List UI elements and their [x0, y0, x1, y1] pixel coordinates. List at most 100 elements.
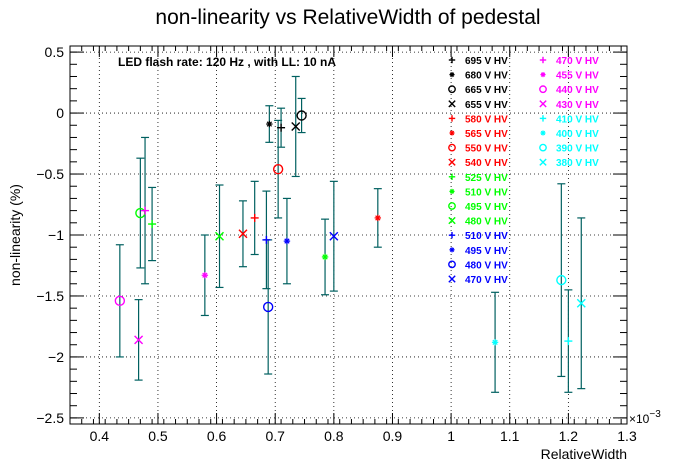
legend-item: 470 V HV — [448, 275, 508, 286]
chart-title: non-linearity vs RelativeWidth of pedest… — [155, 6, 540, 29]
legend-label: 440 V HV — [556, 85, 599, 96]
data-point — [283, 237, 291, 245]
x-axis-multiplier-base: ×10 — [629, 412, 650, 426]
data-point — [114, 295, 126, 307]
data-point — [134, 335, 144, 345]
x-tick-label: 1.1 — [500, 428, 520, 444]
legend-item: 540 V HV — [448, 158, 508, 169]
legend: 695 V HV 680 V HV 665 V HV 655 V HV 580 V HV… — [448, 56, 599, 286]
y-tick-label: −2 — [48, 349, 64, 365]
legend-label: 580 V HV — [465, 114, 508, 125]
error-bar — [274, 119, 283, 219]
legend-label: 495 V HV — [465, 202, 508, 213]
y-tick-label: −1.5 — [36, 288, 64, 304]
data-point — [141, 206, 150, 215]
data-point — [277, 123, 286, 132]
x-tick-label: 0.7 — [265, 428, 285, 444]
legend-item: 525 V HV — [448, 173, 508, 184]
legend-item: 380 V HV — [539, 158, 599, 169]
legend-label: 470 V HV — [556, 56, 599, 67]
data-point — [148, 220, 157, 229]
y-tick-label: 0 — [56, 105, 64, 121]
legend-label: 525 V HV — [465, 173, 508, 184]
legend-label: 680 V HV — [465, 71, 508, 82]
axes: 0.4 0.5 0.6 0.7 0.8 0.9 1 1.1 1.2 1.3 0.5 0 −0.5 −1 −1… — [36, 44, 637, 444]
data-point — [272, 163, 284, 175]
x-tick-label: 1.3 — [617, 428, 637, 444]
data-point — [564, 337, 573, 346]
y-tick-label: −1 — [48, 227, 64, 243]
data-point — [266, 120, 273, 128]
legend-item: 510 V HV — [449, 187, 508, 198]
legend-item: 680 V HV — [449, 71, 508, 82]
annotation-text: LED flash rate: 120 Hz , with LL: 10 nA — [118, 55, 336, 69]
x-axis-title: RelativeWidth — [541, 446, 627, 462]
x-tick-label: 1.2 — [559, 428, 579, 444]
data-point — [576, 298, 586, 308]
data-point — [491, 339, 499, 346]
x-tick-label: 0.6 — [207, 428, 227, 444]
error-bar — [557, 183, 566, 378]
legend-label: 550 V HV — [465, 144, 508, 155]
legend-item: 480 V HV — [448, 260, 508, 271]
x-axis-multiplier: ×10−3 — [629, 409, 661, 426]
legend-item: 440 V HV — [539, 85, 599, 96]
legend-label: 540 V HV — [465, 158, 508, 169]
legend-item: 495 V HV — [448, 202, 508, 213]
legend-item: 580 V HV — [448, 114, 508, 125]
data-markers — [114, 110, 586, 346]
x-tick-label: 0.8 — [324, 428, 344, 444]
legend-item: 655 V HV — [448, 100, 508, 111]
legend-item: 455 V HV — [540, 71, 599, 82]
legend-label: 455 V HV — [556, 71, 599, 82]
legend-label: 565 V HV — [465, 129, 508, 140]
legend-label: 400 V HV — [556, 129, 599, 140]
legend-item: 665 V HV — [448, 85, 508, 96]
error-bar — [115, 244, 124, 358]
legend-label: 480 V HV — [465, 260, 508, 271]
legend-label: 510 V HV — [465, 187, 508, 198]
legend-item: 695 V HV — [448, 56, 508, 67]
legend-label: 390 V HV — [556, 144, 599, 155]
legend-item: 565 V HV — [449, 129, 508, 140]
y-tick-label: −0.5 — [36, 166, 64, 182]
data-point — [262, 235, 271, 244]
data-point — [556, 274, 567, 286]
legend-item: 400 V HV — [540, 129, 599, 140]
legend-label: 695 V HV — [465, 56, 508, 67]
x-tick-label: 0.4 — [90, 428, 110, 444]
legend-item: 510 V HV — [448, 231, 508, 242]
y-axis-title: non-linearity (%) — [7, 184, 23, 286]
data-point — [374, 214, 382, 222]
legend-item: 430 V HV — [539, 100, 599, 111]
legend-label: 495 V HV — [465, 246, 508, 257]
legend-label: 665 V HV — [465, 85, 508, 96]
legend-item: 550 V HV — [448, 144, 508, 155]
legend-label: 410 V HV — [556, 114, 599, 125]
legend-label: 430 V HV — [556, 100, 599, 111]
x-tick-label: 0.5 — [148, 428, 168, 444]
x-axis-multiplier-exponent: −3 — [649, 409, 661, 420]
data-point — [321, 253, 329, 261]
legend-label: 470 V HV — [465, 275, 508, 286]
data-point — [296, 110, 307, 121]
error-bar — [136, 157, 145, 269]
error-bar — [297, 97, 306, 134]
x-tick-label: 1 — [447, 428, 455, 444]
data-point — [238, 229, 248, 239]
legend-label: 380 V HV — [556, 158, 599, 169]
y-tick-label: −2.5 — [36, 410, 64, 426]
x-tick-label: 0.9 — [383, 428, 403, 444]
data-point — [291, 121, 301, 131]
data-point — [329, 231, 339, 241]
legend-item: 495 V HV — [449, 246, 508, 257]
legend-item: 410 V HV — [539, 114, 599, 125]
data-point — [262, 301, 274, 313]
legend-label: 655 V HV — [465, 100, 508, 111]
legend-item: 390 V HV — [539, 144, 599, 155]
legend-label: 480 V HV — [465, 217, 508, 228]
grid — [70, 46, 628, 424]
legend-item: 480 V HV — [448, 217, 508, 228]
